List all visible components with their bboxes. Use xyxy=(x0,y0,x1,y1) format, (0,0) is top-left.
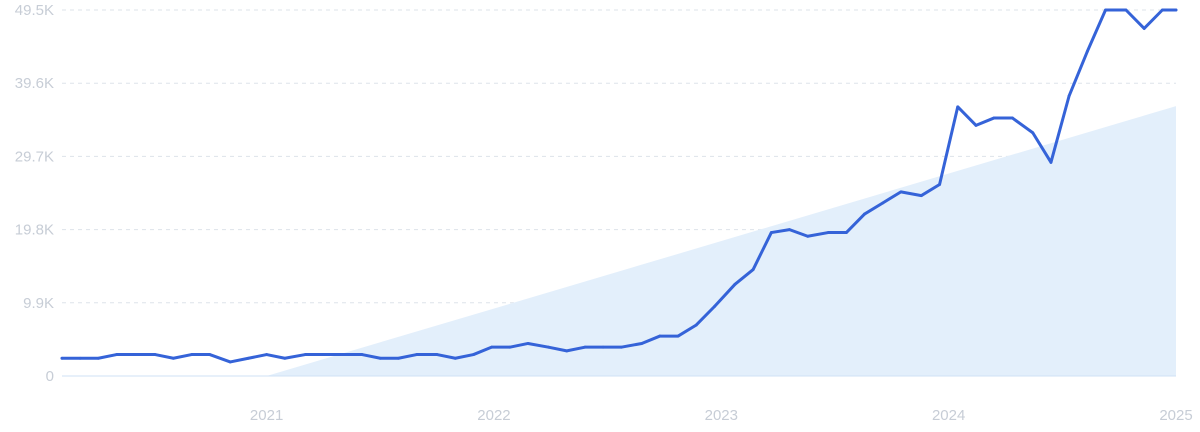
data-point xyxy=(508,345,512,349)
data-point xyxy=(974,123,978,127)
x-tick-label: 2021 xyxy=(250,407,283,424)
data-point xyxy=(115,353,118,356)
data-point xyxy=(340,353,344,356)
data-point xyxy=(881,201,885,205)
data-point xyxy=(601,345,605,349)
data-point xyxy=(956,105,960,109)
y-tick-label: 19.8K xyxy=(15,222,54,239)
data-point xyxy=(1031,131,1035,135)
data-point xyxy=(619,345,623,349)
x-tick-label: 2023 xyxy=(705,407,738,424)
x-tick-label: 2025 xyxy=(1159,407,1192,424)
data-point xyxy=(583,345,587,349)
data-point xyxy=(788,228,791,232)
data-point xyxy=(1124,8,1128,12)
data-point xyxy=(208,353,212,356)
y-tick-label: 29.7K xyxy=(15,148,54,165)
data-point xyxy=(899,190,903,194)
data-point xyxy=(133,353,137,356)
x-tick-label: 2024 xyxy=(932,407,965,424)
data-point xyxy=(415,353,419,356)
data-point xyxy=(190,353,193,356)
data-point xyxy=(844,231,848,234)
data-point xyxy=(938,183,941,186)
data-point xyxy=(283,356,287,360)
data-point xyxy=(919,194,923,197)
data-point xyxy=(806,234,810,238)
data-point xyxy=(435,353,439,356)
data-point xyxy=(1085,50,1089,53)
data-point xyxy=(1142,27,1146,30)
data-point xyxy=(397,356,400,360)
y-axis-tick-labels: 0 9.9K 19.8K 29.7K 39.6K 49.5K xyxy=(15,2,54,385)
y-tick-label: 0 xyxy=(46,368,54,385)
data-point xyxy=(1010,116,1014,120)
data-point xyxy=(565,349,569,353)
data-point xyxy=(713,305,716,308)
data-point xyxy=(472,353,475,356)
data-point xyxy=(247,356,250,360)
data-point xyxy=(453,356,457,360)
data-point xyxy=(1049,160,1053,164)
y-tick-label: 9.9K xyxy=(23,295,54,312)
data-point xyxy=(228,360,232,364)
data-point xyxy=(490,345,494,349)
data-point xyxy=(826,231,830,234)
data-point xyxy=(322,353,325,356)
data-point xyxy=(60,356,64,360)
y-tick-label: 39.6K xyxy=(15,75,54,92)
data-point xyxy=(658,334,662,338)
data-point xyxy=(547,345,550,349)
data-points xyxy=(60,8,1178,364)
data-point xyxy=(751,268,755,271)
data-point xyxy=(676,334,680,338)
data-point xyxy=(78,356,82,360)
data-point xyxy=(265,353,269,356)
trend-area xyxy=(266,106,1176,376)
data-point xyxy=(96,356,100,360)
data-point xyxy=(172,356,175,360)
data-point xyxy=(1104,8,1107,12)
data-point xyxy=(360,353,364,356)
data-point xyxy=(863,212,866,216)
data-point xyxy=(1174,8,1178,12)
data-point xyxy=(733,282,737,286)
data-point xyxy=(769,231,773,234)
x-tick-label: 2022 xyxy=(477,407,510,424)
data-point xyxy=(153,353,157,356)
data-point xyxy=(526,342,530,345)
data-point xyxy=(640,342,644,345)
data-point xyxy=(303,353,307,356)
data-point xyxy=(1067,94,1071,98)
data-point xyxy=(992,116,996,120)
data-point xyxy=(694,323,698,327)
x-axis-tick-labels: 2021 2022 2023 2024 2025 xyxy=(250,407,1193,424)
data-point xyxy=(378,356,382,360)
y-tick-label: 49.5K xyxy=(15,2,54,19)
data-point xyxy=(1160,8,1164,12)
